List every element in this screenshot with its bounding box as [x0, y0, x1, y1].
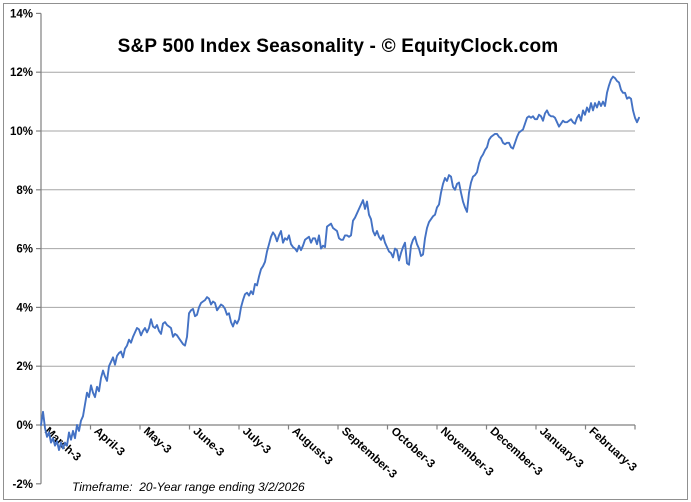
- x-tick-label: June-3: [190, 425, 226, 459]
- x-tick-label: July-3: [240, 425, 273, 456]
- x-tick-label: August-3: [289, 425, 334, 467]
- y-tick-label: 8%: [16, 185, 33, 197]
- timeframe-note: Timeframe: 20-Year range ending 3/2/2026: [72, 480, 305, 494]
- y-tick-label: 12%: [10, 67, 33, 79]
- y-tick-label: 6%: [16, 244, 33, 256]
- x-tick-label: April-3: [91, 425, 126, 458]
- y-tick-label: -2%: [13, 479, 33, 491]
- y-tick-label: 2%: [16, 361, 33, 373]
- x-tick-label: November-3: [438, 425, 495, 478]
- y-tick-label: 14%: [10, 8, 33, 20]
- x-tick-label: May-3: [141, 425, 173, 456]
- y-tick-label: 0%: [16, 420, 33, 432]
- x-tick-label: October-3: [388, 425, 436, 470]
- seasonality-series-line: [40, 75, 640, 451]
- x-tick-label: January-3: [537, 425, 585, 470]
- x-tick-label: December-3: [487, 425, 544, 478]
- y-tick-label: 10%: [10, 126, 33, 138]
- y-tick-label: 4%: [16, 302, 33, 314]
- chart-title: S&P 500 Index Seasonality - © EquityCloc…: [117, 36, 559, 57]
- x-tick-label: February-3: [586, 425, 638, 474]
